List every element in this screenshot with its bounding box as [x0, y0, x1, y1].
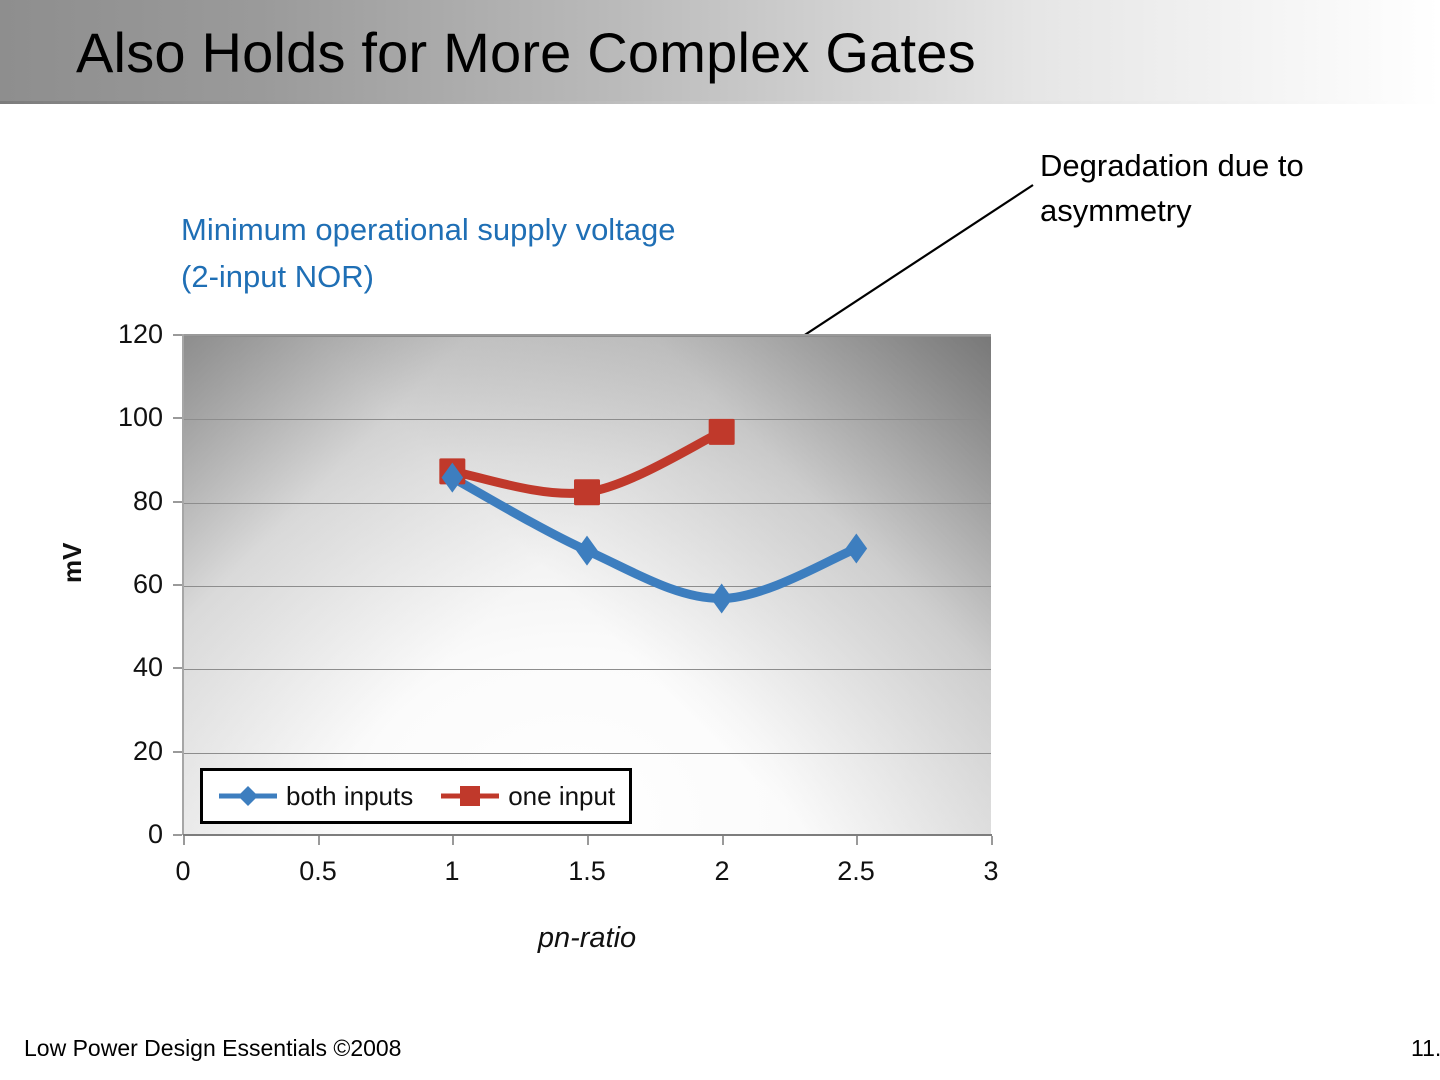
x-tick-mark [722, 836, 724, 845]
x-tick-label: 1.5 [568, 856, 606, 886]
y-tick-label: 40 [132, 652, 163, 682]
x-tick-mark [452, 836, 454, 845]
series-line-both-inputs [447, 473, 861, 604]
legend-marker-diamond-icon [219, 786, 277, 806]
y-tick-mark [173, 334, 182, 336]
y-tick-mark [173, 751, 182, 753]
y-axis-line [182, 334, 184, 835]
gridline [183, 586, 991, 587]
legend-entry-both-inputs: both inputs [217, 783, 413, 809]
chart-title-line-1: Minimum operational supply voltage [181, 212, 676, 247]
legend-marker-square-icon [441, 786, 500, 806]
slide-title-band: Also Holds for More Complex Gates [0, 0, 1440, 104]
legend-entry-one-input: one input [439, 783, 615, 809]
x-tick-mark [318, 836, 320, 845]
legend-label-one-input: one input [508, 781, 616, 811]
x-axis-line [183, 834, 992, 836]
gridline [183, 669, 991, 670]
y-axis-title: mV [57, 542, 87, 583]
y-tick-mark [173, 834, 182, 836]
x-tick-mark [587, 836, 589, 845]
x-tick-label: 2 [714, 856, 730, 886]
x-tick-mark [991, 836, 993, 845]
data-point-marker [845, 533, 868, 564]
chart-legend: both inputs one input [200, 768, 633, 824]
x-tick-mark [183, 836, 185, 845]
line-chart: 0 20 40 60 80 100 120 0 0.5 1 1.5 2 2.5 3 mV pn-rati… [0, 300, 1060, 980]
chart-series-layer [439, 418, 868, 614]
y-tick-label: 100 [117, 402, 163, 432]
footer-page-number: 11. [1411, 1035, 1440, 1061]
x-tick-label: 3 [983, 856, 999, 886]
x-tick-label: 0 [175, 856, 191, 886]
data-point-marker [576, 535, 598, 566]
y-tick-mark [173, 584, 182, 586]
x-tick-label: 1 [444, 856, 460, 886]
x-tick-label: 2.5 [837, 856, 875, 886]
chart-title-line-2: (2-input NOR) [181, 259, 374, 294]
data-point-marker [574, 479, 600, 506]
y-tick-label: 0 [147, 819, 163, 849]
gridline [183, 336, 991, 337]
y-tick-mark [173, 417, 182, 419]
y-tick-mark [173, 667, 182, 669]
y-tick-label: 60 [132, 569, 163, 599]
x-tick-mark [856, 836, 858, 845]
x-axis-title: pn-ratio [537, 922, 637, 954]
annotation-degradation-label: Degradation due to asymmetry [1040, 148, 1304, 228]
data-point-marker [441, 462, 464, 493]
y-tick-label: 120 [117, 319, 163, 349]
title-band-divider [0, 101, 1440, 104]
chart-plot-area [183, 334, 991, 836]
y-tick-label: 80 [132, 486, 163, 516]
gridline [183, 419, 991, 420]
gridline [183, 753, 991, 754]
y-tick-label: 20 [132, 736, 163, 766]
data-point-marker [708, 418, 735, 445]
chart-title: Minimum operational supply voltage (2-in… [181, 206, 881, 300]
footer-copyright: Low Power Design Essentials ©2008 [24, 1035, 402, 1061]
legend-label-both-inputs: both inputs [286, 781, 414, 811]
data-point-marker [710, 583, 733, 614]
x-tick-label: 0.5 [299, 856, 337, 886]
y-tick-mark [173, 501, 182, 503]
page-title: Also Holds for More Complex Gates [76, 21, 976, 84]
